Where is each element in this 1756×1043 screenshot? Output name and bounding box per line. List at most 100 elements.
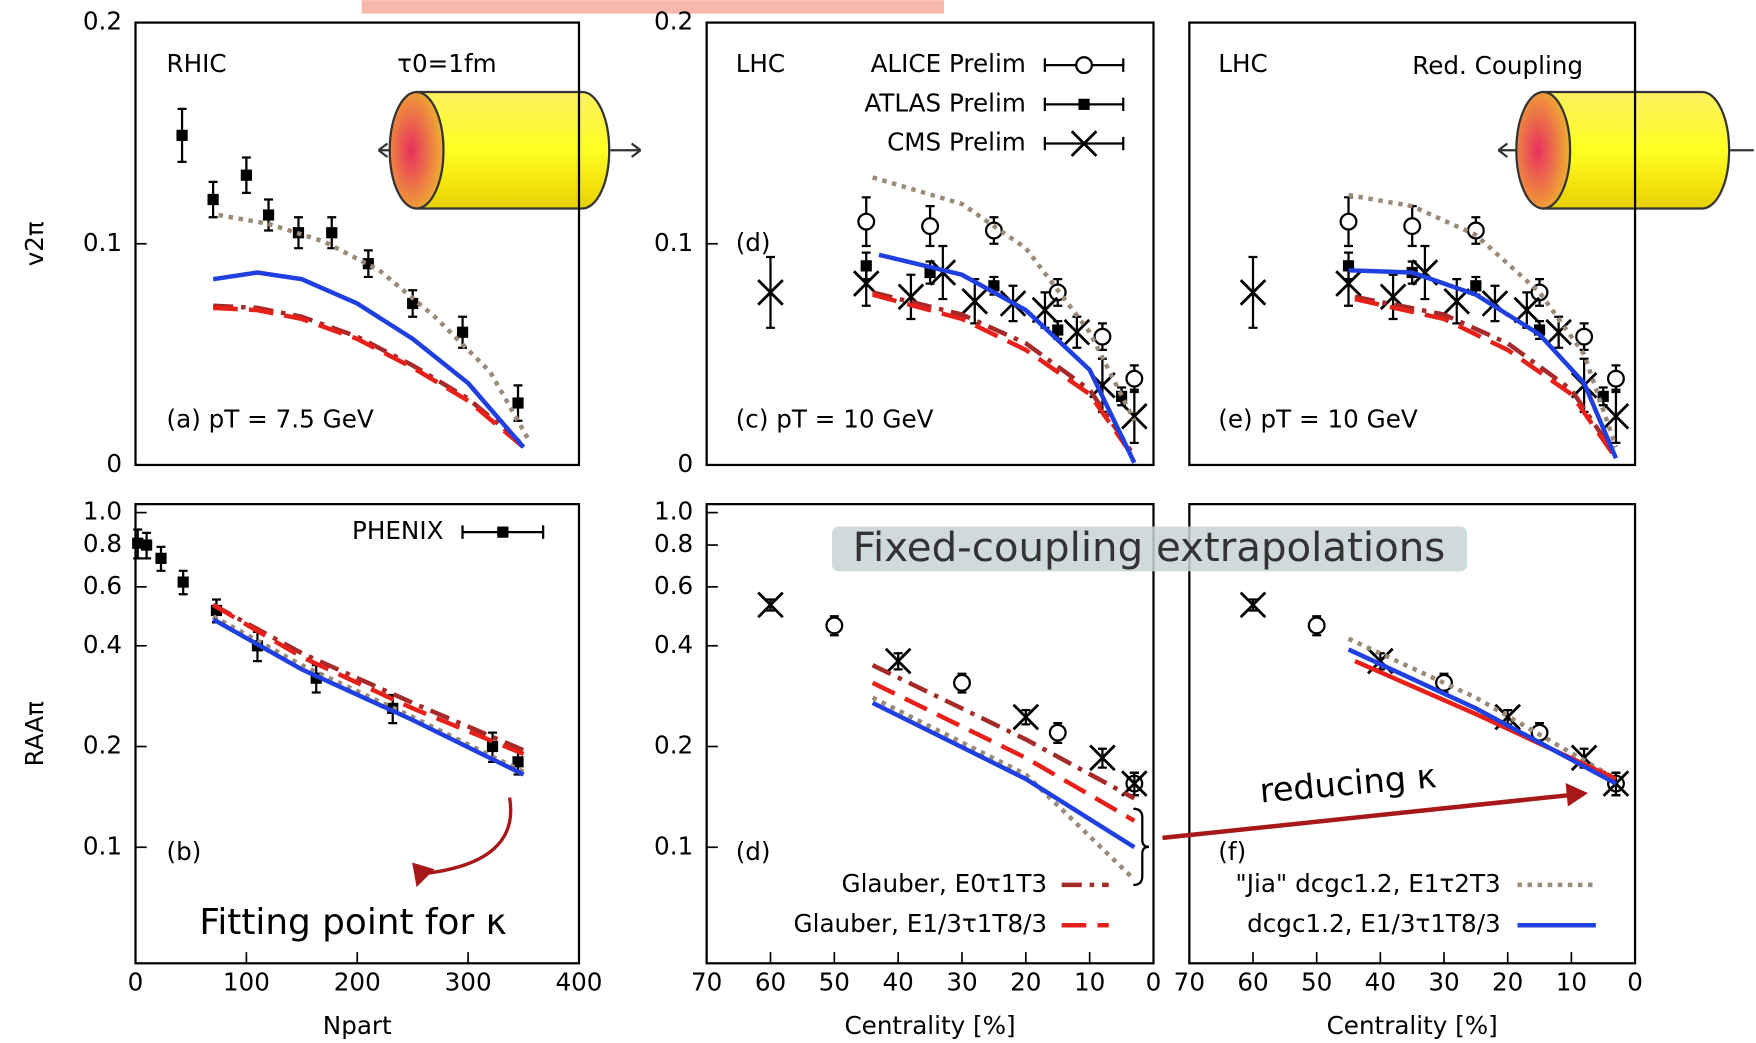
marker	[884, 647, 912, 675]
curve	[1354, 296, 1618, 460]
curve	[871, 700, 1136, 850]
x-axis-label: Npart	[323, 1011, 392, 1040]
marker	[1403, 217, 1422, 236]
marker	[1078, 98, 1090, 110]
marker	[1239, 591, 1267, 619]
marker	[1307, 616, 1326, 635]
marker	[921, 217, 940, 236]
x-tick-label: 10	[1074, 967, 1105, 996]
curved-arrow	[423, 797, 513, 876]
y-tick-label: 0.6	[83, 571, 122, 600]
cut-banner	[361, 0, 945, 14]
x-tick-label: 70	[1174, 967, 1205, 996]
x-tick-label: 60	[1237, 967, 1268, 996]
curve	[872, 290, 1137, 458]
x-tick-label: 20	[1492, 967, 1523, 996]
x-tick-label: 400	[555, 967, 602, 996]
panel: 0.1 0.2 0.4 0.6 0.8 1.0 70 60 50 40 30 20 10 0 Central…	[654, 497, 1161, 1041]
x-tick-label: 30	[946, 967, 977, 996]
marker	[825, 616, 844, 635]
annotation: LHC	[736, 49, 785, 78]
y-tick-label: 0.2	[654, 7, 693, 36]
marker	[486, 740, 499, 753]
curve	[213, 305, 525, 449]
marker	[155, 552, 167, 564]
overlay-note: reducing κ	[1258, 756, 1438, 810]
annotation: (b)	[167, 837, 202, 866]
annotation: LHC	[1218, 49, 1267, 78]
annotation: RHIC	[167, 49, 227, 78]
panel: 0.1 0.2 0.4 0.6 0.8 1.0 0 100 200 300 400 Npart RAAπ…	[20, 497, 603, 1041]
y-axis-label: v2π	[20, 221, 49, 266]
curve	[218, 212, 532, 442]
x-tick-label: 10	[1556, 967, 1587, 996]
y-tick-label: 1.0	[83, 497, 122, 526]
legend-label: CMS Prelim	[887, 128, 1026, 157]
marker	[132, 537, 144, 549]
curve	[212, 614, 525, 774]
overlay-note: Fitting point for κ	[199, 902, 506, 943]
bracket	[1133, 807, 1150, 887]
panel: 0 0.1 0.2 v2π RHIC τ0=1fm (a) pT = 7.5 GeV	[20, 7, 581, 478]
y-tick-label: 0.4	[83, 630, 122, 659]
marker	[1125, 369, 1144, 388]
marker	[988, 280, 1000, 292]
marker	[1052, 324, 1064, 336]
marker	[1606, 369, 1625, 388]
cylinder-a	[377, 90, 642, 210]
annotation: (a) pT = 7.5 GeV	[167, 405, 374, 434]
marker	[924, 266, 936, 279]
marker	[984, 221, 1003, 240]
x-axis-label: Centrality [%]	[844, 1011, 1015, 1040]
curve	[1348, 192, 1619, 448]
marker	[1070, 130, 1098, 157]
curve	[871, 695, 1136, 882]
annotation: Red. Coupling	[1412, 51, 1583, 80]
curve	[1347, 647, 1618, 786]
x-tick-label: 30	[1428, 967, 1459, 996]
marker	[1121, 402, 1148, 430]
x-tick-label: 100	[223, 967, 270, 996]
arrow-head	[412, 862, 435, 888]
curve	[1348, 268, 1619, 460]
x-tick-label: 70	[691, 967, 722, 996]
curve	[211, 602, 525, 757]
x-tick-label: 40	[882, 967, 913, 996]
x-tick-label: 0	[1627, 967, 1643, 996]
marker	[262, 209, 275, 221]
x-tick-label: 60	[755, 967, 786, 996]
panel: 70 60 50 40 30 20 10 0 Centrality [%] (f) "Jia" dc…	[1174, 503, 1643, 1040]
curve	[212, 602, 525, 753]
annotation: τ0=1fm	[397, 49, 496, 78]
marker	[1048, 723, 1067, 742]
marker	[757, 279, 784, 306]
marker	[1012, 703, 1040, 731]
y-tick-label: 0.1	[654, 228, 693, 257]
marker	[1597, 390, 1609, 402]
marker	[407, 297, 419, 310]
y-axis-label: RAAπ	[20, 701, 49, 766]
y-tick-label: 0.2	[83, 731, 122, 760]
marker	[140, 539, 153, 551]
marker	[456, 326, 469, 338]
y-tick-label: 0	[106, 449, 122, 478]
curve	[871, 663, 1136, 801]
plot-frame	[1188, 21, 1637, 467]
marker	[1466, 221, 1485, 240]
marker	[240, 169, 252, 181]
marker	[1533, 324, 1546, 336]
x-tick-label: 300	[445, 967, 492, 996]
curve	[871, 175, 1137, 422]
marker	[210, 604, 223, 617]
marker	[497, 526, 509, 538]
curve	[878, 252, 1137, 464]
annotation: (d)	[736, 837, 771, 866]
marker	[1089, 744, 1116, 772]
annotation: (d)	[736, 228, 771, 257]
marker	[953, 673, 971, 692]
y-tick-label: 1.0	[654, 497, 693, 526]
marker	[1093, 327, 1112, 346]
plot-frame	[1188, 503, 1637, 965]
y-tick-label: 0.8	[654, 529, 693, 558]
